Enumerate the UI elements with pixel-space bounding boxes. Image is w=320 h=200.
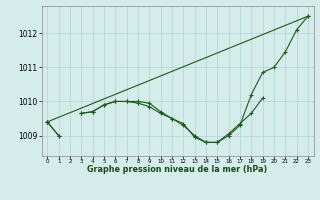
X-axis label: Graphe pression niveau de la mer (hPa): Graphe pression niveau de la mer (hPa) <box>87 165 268 174</box>
